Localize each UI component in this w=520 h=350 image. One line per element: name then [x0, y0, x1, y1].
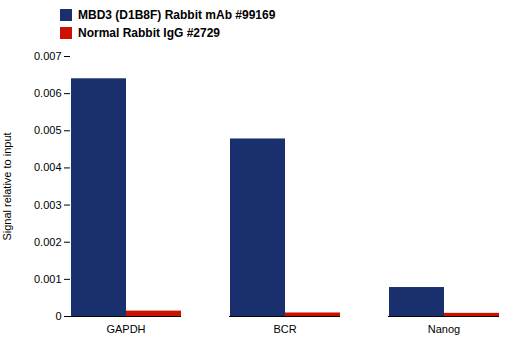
svg-text:0.004: 0.004 [34, 161, 62, 173]
html-text:Normal Rabbit IgG #2729: Normal Rabbit IgG #2729 [78, 26, 220, 40]
svg-text:0.003: 0.003 [34, 199, 62, 211]
svg-text:BCR: BCR [273, 323, 296, 335]
svg-text:0.001: 0.001 [34, 273, 62, 285]
svg-text:0: 0 [55, 310, 61, 322]
html-text:MBD3 (D1B8F) Rabbit mAb #99169: MBD3 (D1B8F) Rabbit mAb #99169 [78, 8, 276, 22]
svg-text:Signal relative to input: Signal relative to input [1, 132, 13, 240]
svg-text:0.007: 0.007 [34, 50, 62, 62]
svg-text:GAPDH: GAPDH [106, 323, 145, 335]
svg-text:0.006: 0.006 [34, 87, 62, 99]
svg-text:0.002: 0.002 [34, 236, 62, 248]
svg-text:0.005: 0.005 [34, 124, 62, 136]
svg-text:Nanog: Nanog [428, 323, 460, 335]
